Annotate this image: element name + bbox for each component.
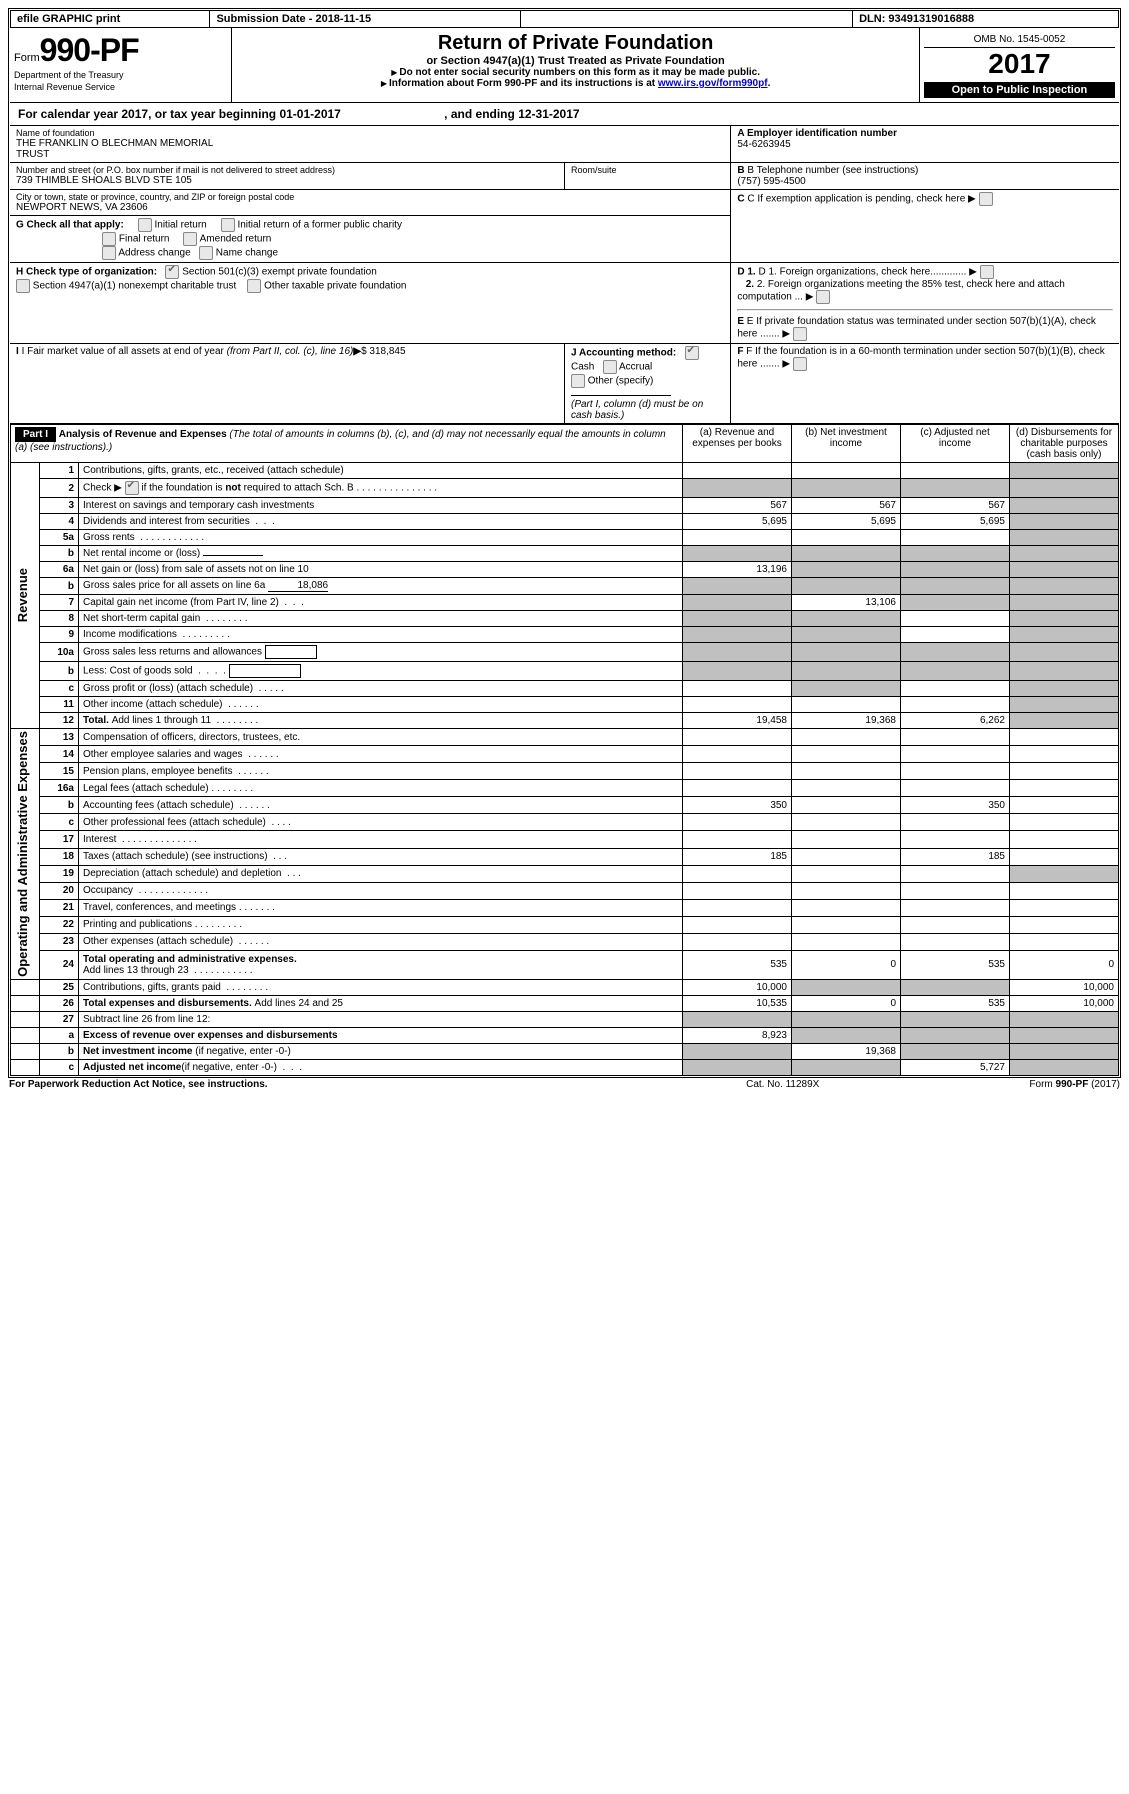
checkbox-g6[interactable] bbox=[199, 246, 213, 260]
row-25: 25Contributions, gifts, grants paid . . … bbox=[11, 979, 1119, 995]
open-inspection: Open to Public Inspection bbox=[924, 82, 1115, 98]
submission-date: Submission Date - 2018-11-15 bbox=[210, 11, 520, 28]
row-4: 4Dividends and interest from securities … bbox=[11, 514, 1119, 530]
form-number: 990-PF bbox=[40, 32, 139, 68]
row-11: 11Other income (attach schedule) . . . .… bbox=[11, 697, 1119, 713]
form-header: Form990-PF Department of the Treasury In… bbox=[10, 28, 1119, 102]
row-10c: cGross profit or (loss) (attach schedule… bbox=[11, 681, 1119, 697]
opex-section-label: Operating and Administrative Expenses bbox=[15, 731, 30, 977]
foundation-name-1: THE FRANKLIN O BLECHMAN MEMORIAL bbox=[16, 138, 724, 149]
city-value: NEWPORT NEWS, VA 23606 bbox=[16, 202, 724, 213]
checkbox-g5[interactable] bbox=[102, 246, 116, 260]
irs-link[interactable]: www.irs.gov/form990pf bbox=[658, 78, 768, 89]
row-27: 27Subtract line 26 from line 12: bbox=[11, 1011, 1119, 1027]
row-7: 7Capital gain net income (from Part IV, … bbox=[11, 595, 1119, 611]
row-10a: 10aGross sales less returns and allowanc… bbox=[11, 643, 1119, 662]
form-title: Return of Private Foundation bbox=[236, 32, 915, 55]
col-c-header: (c) Adjusted net income bbox=[901, 424, 1010, 463]
address-value: 739 THIMBLE SHOALS BLVD STE 105 bbox=[16, 175, 558, 186]
analysis-table: Part I Analysis of Revenue and Expenses … bbox=[10, 423, 1119, 1076]
checkbox-accrual[interactable] bbox=[603, 360, 617, 374]
efile-label: efile GRAPHIC print bbox=[11, 11, 210, 28]
checkbox-g1[interactable] bbox=[138, 218, 152, 232]
row-14: 14Other employee salaries and wages . . … bbox=[11, 746, 1119, 763]
row-9: 9Income modifications . . . . . . . . . bbox=[11, 627, 1119, 643]
col-b-header: (b) Net investment income bbox=[792, 424, 901, 463]
checkbox-e[interactable] bbox=[793, 327, 807, 341]
row-16c: cOther professional fees (attach schedul… bbox=[11, 814, 1119, 831]
checkbox-other[interactable] bbox=[571, 374, 585, 388]
checkbox-c[interactable] bbox=[979, 192, 993, 206]
row-6b: bGross sales price for all assets on lin… bbox=[11, 578, 1119, 595]
row-24: 24Total operating and administrative exp… bbox=[11, 951, 1119, 980]
row-16a: 16aLegal fees (attach schedule) . . . . … bbox=[11, 780, 1119, 797]
checkbox-g2[interactable] bbox=[221, 218, 235, 232]
top-bar: efile GRAPHIC print Submission Date - 20… bbox=[10, 10, 1119, 28]
row-19: 19Depreciation (attach schedule) and dep… bbox=[11, 865, 1119, 882]
row-6a: 6aNet gain or (loss) from sale of assets… bbox=[11, 562, 1119, 578]
row-27c: cAdjusted net income(if negative, enter … bbox=[11, 1059, 1119, 1075]
row-26: 26Total expenses and disbursements. Add … bbox=[11, 995, 1119, 1011]
row-21: 21Travel, conferences, and meetings . . … bbox=[11, 899, 1119, 916]
revenue-section-label: Revenue bbox=[15, 568, 30, 622]
checkbox-g4[interactable] bbox=[183, 232, 197, 246]
part-label: Part I bbox=[15, 427, 56, 442]
row-1: Revenue 1Contributions, gifts, grants, e… bbox=[11, 463, 1119, 479]
row-2: 2Check ▶ if the foundation is not requir… bbox=[11, 479, 1119, 498]
checkbox-h2[interactable] bbox=[16, 279, 30, 293]
row-16b: bAccounting fees (attach schedule) . . .… bbox=[11, 797, 1119, 814]
row-12: 12Total. Add lines 1 through 11 . . . . … bbox=[11, 713, 1119, 729]
col-a-header: (a) Revenue and expenses per books bbox=[683, 424, 792, 463]
checkbox-g3[interactable] bbox=[102, 232, 116, 246]
checkbox-d1[interactable] bbox=[980, 265, 994, 279]
row-17: 17Interest . . . . . . . . . . . . . . bbox=[11, 831, 1119, 848]
row-23: 23Other expenses (attach schedule) . . .… bbox=[11, 933, 1119, 950]
checkbox-h1[interactable] bbox=[165, 265, 179, 279]
col-d-header: (d) Disbursements for charitable purpose… bbox=[1010, 424, 1119, 463]
footer: For Paperwork Reduction Act Notice, see … bbox=[8, 1078, 1121, 1091]
telephone-value: (757) 595-4500 bbox=[737, 176, 1113, 187]
row-15: 15Pension plans, employee benefits . . .… bbox=[11, 763, 1119, 780]
header-center: Return of Private Foundation or Section … bbox=[232, 28, 920, 102]
checkbox-cash[interactable] bbox=[685, 346, 699, 360]
info-block: Name of foundation THE FRANKLIN O BLECHM… bbox=[10, 125, 1119, 423]
row-3: 3Interest on savings and temporary cash … bbox=[11, 498, 1119, 514]
row-20: 20Occupancy . . . . . . . . . . . . . bbox=[11, 882, 1119, 899]
row-18: 18Taxes (attach schedule) (see instructi… bbox=[11, 848, 1119, 865]
form-container: efile GRAPHIC print Submission Date - 20… bbox=[8, 8, 1121, 1078]
header-right: OMB No. 1545-0052 2017 Open to Public In… bbox=[919, 28, 1119, 102]
row-5b: bNet rental income or (loss) bbox=[11, 546, 1119, 562]
ein-value: 54-6263945 bbox=[737, 139, 1113, 150]
row-13: Operating and Administrative Expenses 13… bbox=[11, 729, 1119, 746]
row-5a: 5aGross rents . . . . . . . . . . . . bbox=[11, 530, 1119, 546]
row-8: 8Net short-term capital gain . . . . . .… bbox=[11, 611, 1119, 627]
tax-year: 2017 bbox=[924, 48, 1115, 80]
row-22: 22Printing and publications . . . . . . … bbox=[11, 916, 1119, 933]
omb-number: OMB No. 1545-0052 bbox=[924, 32, 1115, 48]
checkbox-h3[interactable] bbox=[247, 279, 261, 293]
checkbox-f[interactable] bbox=[793, 357, 807, 371]
calendar-year-line: For calendar year 2017, or tax year begi… bbox=[10, 102, 1119, 125]
foundation-name-2: TRUST bbox=[16, 149, 724, 160]
dln-label: DLN: 93491319016888 bbox=[853, 11, 1119, 28]
fmv-value: $ 318,845 bbox=[361, 346, 406, 357]
checkbox-d2[interactable] bbox=[816, 290, 830, 304]
row-27a: aExcess of revenue over expenses and dis… bbox=[11, 1027, 1119, 1043]
row-10b: bLess: Cost of goods sold . . . . bbox=[11, 662, 1119, 681]
header-left: Form990-PF Department of the Treasury In… bbox=[10, 28, 232, 102]
row-27b: bNet investment income (if negative, ent… bbox=[11, 1043, 1119, 1059]
